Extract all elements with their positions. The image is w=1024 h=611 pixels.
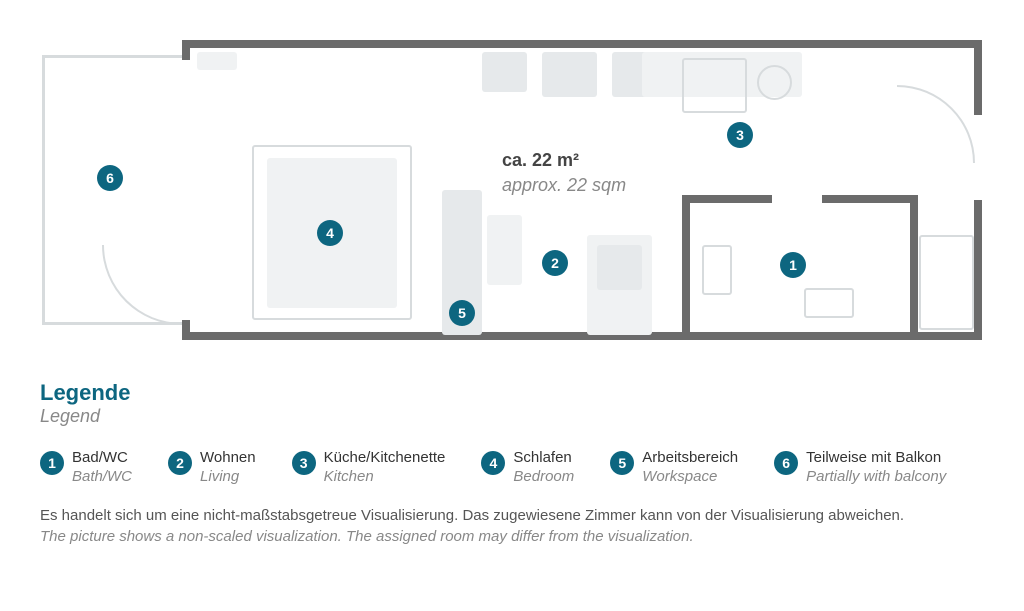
partition-wall <box>910 195 918 340</box>
legend-label-en: Workspace <box>642 468 738 487</box>
furniture-sink <box>757 65 792 100</box>
legend-labels: Arbeitsbereich Workspace <box>642 449 738 487</box>
disclaimer: Es handelt sich um eine nicht-maßstabsge… <box>40 505 984 549</box>
legend-labels: Wohnen Living <box>200 449 256 487</box>
floorplan-marker-1: 1 <box>780 252 806 278</box>
legend-item-2: 2 Wohnen Living <box>168 449 256 487</box>
floorplan-marker-5: 5 <box>449 300 475 326</box>
door-swing <box>897 85 975 163</box>
partition-wall <box>682 195 690 340</box>
wall <box>182 332 982 340</box>
furniture-toilet <box>702 245 732 295</box>
furniture-item <box>487 215 522 285</box>
furniture-item <box>542 52 597 97</box>
legend-item-5: 5 Arbeitsbereich Workspace <box>610 449 738 487</box>
wall <box>182 320 190 340</box>
legend-label-en: Kitchen <box>324 468 446 487</box>
furniture-item <box>482 52 527 92</box>
floorplan-diagram: ca. 22 m²approx. 22 sqm 6 4 5 2 3 1 <box>42 40 982 340</box>
legend-label-en: Bath/WC <box>72 468 132 487</box>
furniture-item <box>597 245 642 290</box>
disclaimer-en: The picture shows a non-scaled visualiza… <box>40 526 984 548</box>
legend-marker-2: 2 <box>168 451 192 475</box>
furniture-shower <box>919 235 974 330</box>
furniture-stove <box>682 58 747 113</box>
legend-item-1: 1 Bad/WC Bath/WC <box>40 449 132 487</box>
legend-labels: Küche/Kitchenette Kitchen <box>324 449 446 487</box>
legend-marker-6: 6 <box>774 451 798 475</box>
legend-label-de: Küche/Kitchenette <box>324 449 446 468</box>
legend-marker-3: 3 <box>292 451 316 475</box>
area-primary: ca. 22 m² <box>502 148 626 173</box>
legend-label-de: Wohnen <box>200 449 256 468</box>
legend-labels: Teilweise mit Balkon Partially with balc… <box>806 449 946 487</box>
legend-title: Legende Legend <box>40 380 984 427</box>
legend-label-de: Schlafen <box>513 449 574 468</box>
wall <box>974 200 982 340</box>
legend-item-6: 6 Teilweise mit Balkon Partially with ba… <box>774 449 946 487</box>
legend-marker-1: 1 <box>40 451 64 475</box>
area-label: ca. 22 m²approx. 22 sqm <box>502 148 626 198</box>
partition-wall <box>822 195 912 203</box>
legend-label-de: Teilweise mit Balkon <box>806 449 946 468</box>
wall <box>182 40 982 48</box>
legend-label-en: Bedroom <box>513 468 574 487</box>
floorplan-marker-3: 3 <box>727 122 753 148</box>
floorplan-marker-2: 2 <box>542 250 568 276</box>
furniture-item <box>197 52 237 70</box>
legend-labels: Bad/WC Bath/WC <box>72 449 132 487</box>
furniture-washbasin <box>804 288 854 318</box>
partition-wall <box>682 195 772 203</box>
legend-item-3: 3 Küche/Kitchenette Kitchen <box>292 449 446 487</box>
legend-item-4: 4 Schlafen Bedroom <box>481 449 574 487</box>
legend-label-de: Arbeitsbereich <box>642 449 738 468</box>
disclaimer-de: Es handelt sich um eine nicht-maßstabsge… <box>40 505 984 527</box>
legend-marker-5: 5 <box>610 451 634 475</box>
floorplan-marker-6: 6 <box>97 165 123 191</box>
legend-labels: Schlafen Bedroom <box>513 449 574 487</box>
floorplan-marker-4: 4 <box>317 220 343 246</box>
legend-label-en: Partially with balcony <box>806 468 946 487</box>
wall <box>182 40 190 60</box>
legend-title-en: Legend <box>40 406 984 427</box>
legend-title-de: Legende <box>40 380 984 406</box>
legend-items: 1 Bad/WC Bath/WC 2 Wohnen Living 3 Küche… <box>40 449 984 487</box>
area-secondary: approx. 22 sqm <box>502 173 626 198</box>
legend-marker-4: 4 <box>481 451 505 475</box>
legend-label-en: Living <box>200 468 256 487</box>
wall <box>974 40 982 115</box>
legend-label-de: Bad/WC <box>72 449 132 468</box>
